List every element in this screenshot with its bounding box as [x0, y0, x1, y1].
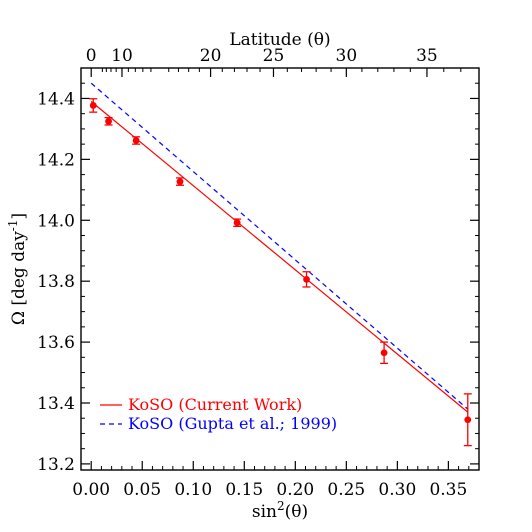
x-tick-label: 0.25 [327, 480, 365, 500]
y-tick-label: 13.2 [37, 455, 75, 475]
x-tick-label: 0.15 [225, 480, 263, 500]
top-tick-label: 0 [86, 46, 97, 66]
y-tick-label: 14.4 [37, 89, 75, 109]
x-tick-label: 0.30 [378, 480, 416, 500]
data-point [105, 117, 112, 125]
x-title-tail: (θ) [285, 502, 309, 522]
x-axis-title: sin2(θ) [252, 499, 308, 522]
legend-label-1: KoSO (Gupta et al.; 1999) [128, 414, 337, 433]
data-point [89, 102, 97, 109]
top-tick-label: 35 [416, 46, 438, 66]
y-tick-label: 13.6 [37, 333, 75, 353]
top-tick-label: 30 [336, 46, 358, 66]
y-axis-title: Ω [deg day-1] [6, 213, 29, 325]
x-tick-label: 0.00 [72, 480, 110, 500]
series-line-1 [90, 82, 469, 410]
y-title-base: Ω [deg day [9, 231, 29, 325]
top-tick-label: 20 [200, 46, 222, 66]
series-line-0 [90, 101, 469, 413]
top-tick-label: 10 [111, 46, 133, 66]
x-title-sup: 2 [277, 499, 285, 513]
x-tick-label: 0.10 [174, 480, 212, 500]
y-tick-label: 14.0 [37, 211, 75, 231]
x-tick-label: 0.20 [276, 480, 314, 500]
x-title-base: sin [252, 502, 277, 522]
x-tick-label: 0.05 [123, 480, 161, 500]
data-point [464, 416, 472, 424]
top-axis-title: Latitude (θ) [229, 30, 330, 50]
top-tick-label: 25 [263, 46, 285, 66]
y-title-tail: ] [9, 213, 29, 220]
y-tick-label: 13.4 [37, 394, 75, 414]
plot-frame [80, 67, 480, 471]
x-tick-label: 0.35 [429, 480, 467, 500]
data-point [303, 275, 310, 283]
legend-label-0: KoSO (Current Work) [128, 395, 302, 414]
y-tick-label: 14.2 [37, 150, 75, 170]
y-tick-label: 13.8 [37, 272, 75, 292]
data-point [233, 219, 241, 227]
plot-area: 0.00 0.05 0.10 0.15 0.20 0.25 0.30 0.35 13.2 13.4… [37, 46, 480, 500]
data-point [176, 178, 184, 185]
y-title-sup: -1 [6, 219, 20, 231]
data-point [132, 137, 140, 144]
data-point [380, 349, 388, 357]
